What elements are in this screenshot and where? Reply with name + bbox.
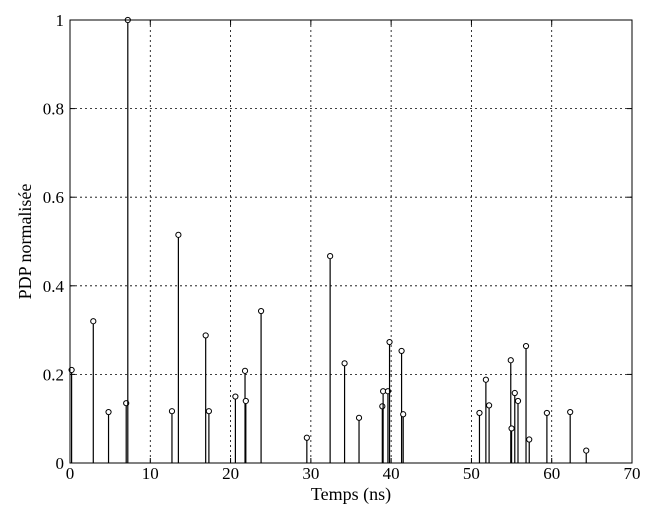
stem-marker xyxy=(355,414,363,421)
y-axis-title: PDP normalisée xyxy=(15,184,35,300)
stem-marker xyxy=(400,411,407,418)
stem-marker xyxy=(511,389,518,397)
stem-marker xyxy=(205,408,212,415)
stem-marker xyxy=(476,409,483,417)
stem-marker xyxy=(508,425,515,432)
stem-marker xyxy=(398,347,405,355)
x-tick-label: 70 xyxy=(624,464,641,483)
stem-marker xyxy=(241,367,249,374)
x-axis-title: Temps (ns) xyxy=(311,484,391,505)
stem-marker xyxy=(522,342,530,350)
y-tick-label: 0.8 xyxy=(43,100,64,119)
x-tick-label: 20 xyxy=(222,464,239,483)
x-tick-label: 50 xyxy=(463,464,480,483)
stem-marker xyxy=(257,307,265,315)
stem-marker xyxy=(482,376,489,383)
x-tick-label: 60 xyxy=(543,464,560,483)
x-tick-label: 40 xyxy=(383,464,400,483)
stem-marker xyxy=(514,397,522,405)
stem-marker xyxy=(242,397,249,405)
y-tick-label: 0.6 xyxy=(43,188,64,207)
stem-marker xyxy=(526,436,533,443)
y-tick-label: 0.4 xyxy=(43,277,65,296)
stem-marker xyxy=(583,447,590,454)
y-tick-label: 1 xyxy=(56,11,65,30)
stem-marker xyxy=(386,338,393,346)
stem-marker xyxy=(507,357,514,364)
stem-marker xyxy=(341,360,348,367)
grid-lines xyxy=(70,20,632,463)
x-tick-label: 0 xyxy=(66,464,75,483)
stem-marker xyxy=(175,231,182,238)
plot-frame xyxy=(69,19,633,464)
x-tick-label: 10 xyxy=(142,464,159,483)
stem-marker xyxy=(202,332,209,339)
stem-marker xyxy=(567,408,574,416)
axis-ticks: 0 10 20 30 40 50 60 70 0 0.2 0.4 0.6 0.8 1 xyxy=(43,11,641,483)
stem-marker xyxy=(303,434,310,441)
stem-marker xyxy=(232,393,239,400)
x-tick-label: 30 xyxy=(302,464,319,483)
stem-series xyxy=(68,16,590,463)
stem-marker xyxy=(543,409,550,417)
stem-marker xyxy=(485,402,493,409)
stem-marker xyxy=(90,318,97,325)
stem-marker xyxy=(379,403,386,410)
stem-marker xyxy=(105,408,112,416)
stem-marker xyxy=(327,253,334,260)
stem-marker xyxy=(168,408,176,415)
y-tick-label: 0 xyxy=(56,454,65,473)
y-tick-label: 0.2 xyxy=(43,365,64,384)
